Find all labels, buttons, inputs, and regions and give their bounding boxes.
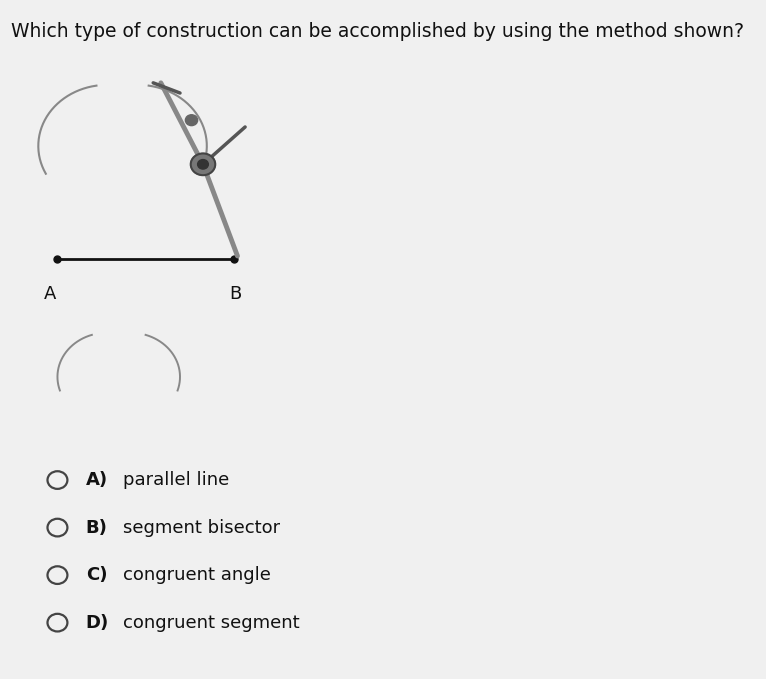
Text: B: B xyxy=(229,285,241,304)
Circle shape xyxy=(185,115,198,126)
Text: A): A) xyxy=(86,471,108,489)
Text: congruent angle: congruent angle xyxy=(123,566,270,584)
Text: A: A xyxy=(44,285,56,304)
Text: Which type of construction can be accomplished by using the method shown?: Which type of construction can be accomp… xyxy=(11,22,745,41)
Text: congruent segment: congruent segment xyxy=(123,614,300,631)
Text: C): C) xyxy=(86,566,107,584)
Text: parallel line: parallel line xyxy=(123,471,229,489)
Text: segment bisector: segment bisector xyxy=(123,519,280,536)
Text: B): B) xyxy=(86,519,108,536)
Circle shape xyxy=(198,160,208,169)
Circle shape xyxy=(191,153,215,175)
Text: D): D) xyxy=(86,614,109,631)
